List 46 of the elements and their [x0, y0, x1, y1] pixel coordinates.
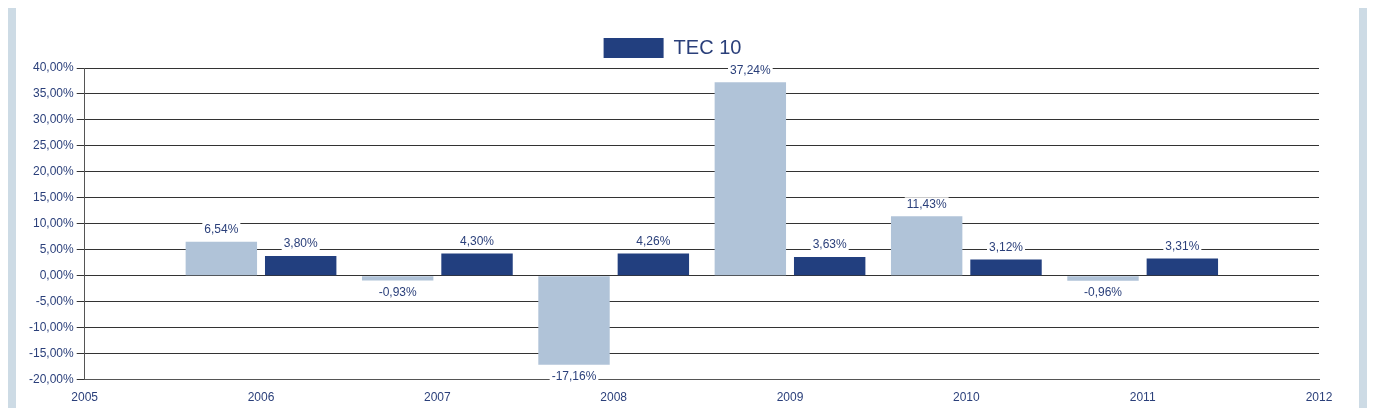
- data-label: -0,96%: [1083, 285, 1123, 300]
- y-tick-label: -5,00%: [35, 294, 75, 309]
- y-tick-label: 30,00%: [32, 112, 75, 127]
- y-tick-label: 35,00%: [32, 86, 75, 101]
- legend-label: TEC 10: [673, 35, 742, 58]
- data-label: 3,31%: [1165, 238, 1200, 253]
- bar: [264, 256, 337, 276]
- bar: [441, 253, 513, 276]
- y-tick-label: -20,00%: [28, 371, 75, 386]
- x-tick-label: 2005: [71, 390, 99, 405]
- x-tick-label: 2006: [247, 390, 275, 405]
- y-tick-label: 40,00%: [32, 60, 75, 75]
- bar: [793, 256, 866, 276]
- x-tick-label: 2008: [600, 390, 628, 405]
- x-tick-label: 2007: [424, 390, 452, 405]
- data-label: -17,16%: [551, 369, 597, 384]
- bar: [714, 82, 787, 276]
- data-label: 4,30%: [460, 233, 495, 248]
- y-tick-label: -15,00%: [28, 345, 75, 360]
- bar: [1067, 276, 1139, 281]
- y-tick-label: 5,00%: [39, 242, 75, 257]
- data-label: 4,26%: [636, 233, 671, 248]
- x-tick-label: 2010: [952, 390, 981, 405]
- bar: [890, 216, 963, 276]
- y-tick-label: 10,00%: [32, 216, 75, 231]
- y-tick-label: 0,00%: [39, 268, 75, 283]
- y-tick-label: 25,00%: [32, 138, 75, 153]
- data-label: 6,54%: [204, 222, 239, 237]
- data-label: 11,43%: [906, 196, 947, 211]
- data-label: 37,24%: [729, 62, 772, 77]
- bar: [538, 276, 610, 365]
- bar: [970, 259, 1042, 276]
- x-tick-label: 2009: [776, 390, 804, 405]
- data-label: 3,12%: [989, 239, 1024, 254]
- bar: [1146, 258, 1219, 276]
- x-tick-label: 2011: [1129, 390, 1156, 405]
- bar: [617, 253, 690, 276]
- data-label: -0,93%: [378, 284, 418, 299]
- y-tick-label: 15,00%: [32, 190, 75, 205]
- data-label: 3,63%: [812, 237, 848, 252]
- bar: [185, 241, 258, 276]
- bar: [361, 276, 434, 281]
- x-tick-label: 2012: [1305, 390, 1333, 405]
- data-label: 3,80%: [283, 236, 319, 251]
- y-tick-label: 20,00%: [32, 164, 75, 179]
- y-tick-label: -10,00%: [28, 319, 75, 334]
